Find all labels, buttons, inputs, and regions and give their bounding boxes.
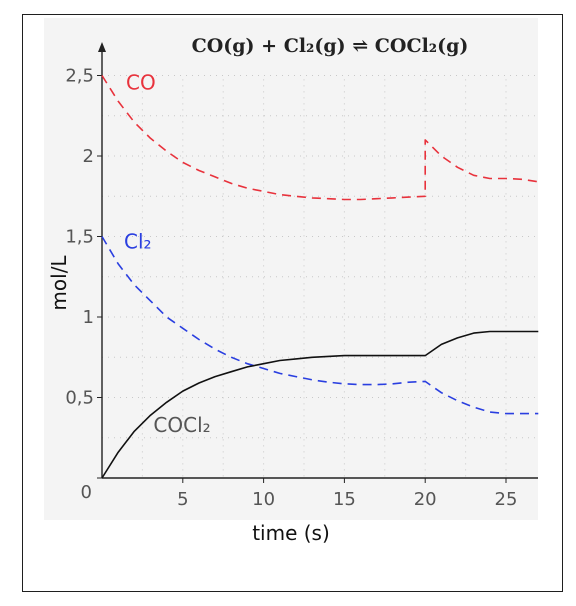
series-label-1: Cl₂ [124,230,152,254]
y-tick-label: 2 [83,146,94,167]
tick-labels: 5 10 15 20 25 0 0,5 1 1,5 2 2,5 [65,66,517,511]
y-tick-label: 1,5 [65,227,94,248]
chart-title: CO(g) + Cl₂(g) ⇌ COCl₂(g) [192,35,469,57]
series-line-1 [101,236,539,415]
x-tick-label: 5 [177,489,188,510]
y-axis-label: mol/L [47,255,71,311]
axes [98,42,538,479]
series-label-0: CO [126,71,156,95]
y-axis-arrow [98,42,106,52]
y-tick-label: 0,5 [65,388,94,409]
y-tick-label: 2,5 [65,66,94,87]
series-line-2 [101,330,539,479]
plot-background [44,18,538,520]
x-axis-label: time (s) [252,521,330,545]
series-label-2: COCl₂ [153,413,210,437]
x-tick-label: 25 [495,489,518,510]
series-lines [101,75,539,479]
x-tick-label: 10 [252,489,275,510]
x-tick-label: 20 [414,489,437,510]
y-tick-label: 1 [83,307,94,328]
x-tick-label: 15 [333,489,356,510]
series-line-0 [101,75,539,201]
y-tick-label: 0 [81,482,92,503]
